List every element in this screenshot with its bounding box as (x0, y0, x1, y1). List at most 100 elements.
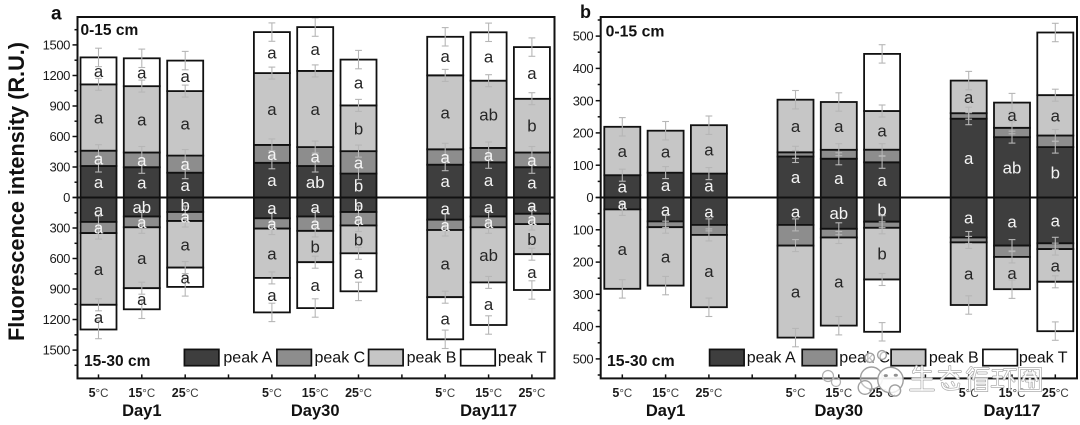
svg-text:400: 400 (573, 319, 594, 334)
svg-text:500: 500 (573, 352, 594, 367)
svg-text:a: a (964, 149, 974, 168)
svg-text:Day1: Day1 (646, 402, 685, 420)
svg-text:25°C: 25°C (695, 386, 722, 400)
svg-text:a: a (354, 210, 364, 229)
svg-text:a: a (181, 155, 191, 174)
svg-text:a: a (311, 100, 321, 119)
svg-text:15°C: 15°C (128, 386, 155, 400)
svg-text:a: a (441, 200, 451, 219)
svg-text:a: a (94, 62, 104, 81)
svg-text:a: a (354, 153, 364, 172)
svg-text:a: a (137, 213, 147, 232)
svg-text:Day1: Day1 (122, 402, 161, 420)
svg-text:a: a (1007, 264, 1017, 283)
svg-text:b: b (580, 2, 591, 22)
svg-text:15°C: 15°C (999, 386, 1026, 400)
svg-text:Day117: Day117 (984, 402, 1041, 420)
svg-text:a: a (267, 145, 277, 164)
svg-text:a: a (267, 215, 277, 234)
svg-text:a: a (441, 148, 451, 167)
svg-text:5°C: 5°C (89, 386, 109, 400)
svg-text:b: b (354, 230, 363, 249)
svg-text:5°C: 5°C (262, 386, 282, 400)
svg-text:a: a (137, 151, 147, 170)
svg-text:a: a (484, 295, 494, 314)
svg-text:a: a (267, 286, 277, 305)
svg-text:500: 500 (573, 29, 594, 44)
svg-text:a: a (618, 240, 628, 259)
svg-text:a: a (834, 117, 844, 136)
svg-text:300: 300 (573, 93, 594, 108)
svg-text:25°C: 25°C (172, 386, 199, 400)
svg-text:200: 200 (573, 255, 594, 270)
svg-text:25°C: 25°C (518, 386, 545, 400)
svg-text:a: a (441, 172, 451, 191)
svg-text:peak B: peak B (929, 349, 979, 366)
svg-text:a: a (1007, 213, 1017, 232)
svg-text:0: 0 (586, 190, 593, 205)
svg-text:a: a (1051, 257, 1061, 276)
svg-text:1200: 1200 (43, 312, 70, 327)
svg-text:a: a (94, 219, 104, 238)
svg-text:a: a (484, 198, 494, 217)
svg-text:100: 100 (573, 222, 594, 237)
svg-text:15°C: 15°C (652, 386, 679, 400)
svg-text:a: a (791, 202, 801, 221)
svg-text:a: a (661, 248, 671, 267)
svg-text:a: a (94, 308, 104, 327)
svg-text:a: a (354, 263, 364, 282)
svg-text:25°C: 25°C (1042, 386, 1069, 400)
svg-text:a: a (137, 110, 147, 129)
svg-text:a: a (267, 199, 277, 218)
svg-text:a: a (267, 44, 277, 63)
svg-text:300: 300 (50, 221, 71, 236)
svg-text:a: a (51, 4, 62, 25)
svg-text:a: a (484, 171, 494, 190)
svg-text:peak C: peak C (315, 349, 366, 366)
svg-text:a: a (527, 173, 537, 192)
svg-text:a: a (527, 151, 537, 170)
svg-text:ab: ab (132, 198, 151, 217)
svg-text:a: a (1007, 106, 1017, 125)
svg-text:a: a (311, 40, 321, 59)
svg-text:a: a (137, 173, 147, 192)
svg-text:a: a (311, 198, 321, 217)
svg-text:a: a (791, 283, 801, 302)
svg-text:a: a (964, 88, 974, 107)
svg-text:a: a (527, 210, 537, 229)
svg-text:15°C: 15°C (302, 386, 329, 400)
svg-text:a: a (704, 202, 714, 221)
svg-text:900: 900 (50, 282, 71, 297)
svg-text:a: a (94, 109, 104, 128)
svg-text:15°C: 15°C (475, 386, 502, 400)
svg-text:ab: ab (479, 246, 498, 265)
svg-text:a: a (704, 141, 714, 160)
svg-text:b: b (311, 238, 320, 257)
svg-text:a: a (441, 47, 451, 66)
svg-text:peak B: peak B (407, 349, 457, 366)
svg-text:a: a (181, 176, 191, 195)
svg-text:a: a (704, 177, 714, 196)
svg-text:a: a (618, 142, 628, 161)
svg-text:a: a (661, 176, 671, 195)
svg-text:a: a (1051, 212, 1061, 231)
svg-text:a: a (94, 260, 104, 279)
svg-text:a: a (354, 74, 364, 93)
svg-text:peak A: peak A (747, 349, 796, 366)
svg-text:a: a (181, 268, 191, 287)
svg-text:1500: 1500 (43, 343, 70, 358)
svg-text:a: a (527, 197, 537, 216)
svg-text:a: a (791, 117, 801, 136)
svg-text:a: a (94, 149, 104, 168)
svg-text:a: a (441, 309, 451, 328)
svg-text:900: 900 (50, 99, 71, 114)
svg-text:Day30: Day30 (291, 402, 340, 420)
svg-text:a: a (527, 263, 537, 282)
svg-text:peak T: peak T (498, 349, 547, 366)
svg-text:b: b (181, 196, 190, 215)
svg-text:a: a (137, 249, 147, 268)
svg-text:0-15 cm: 0-15 cm (81, 22, 139, 39)
svg-text:b: b (877, 245, 886, 264)
svg-text:a: a (661, 143, 671, 162)
svg-text:ab: ab (306, 173, 325, 192)
